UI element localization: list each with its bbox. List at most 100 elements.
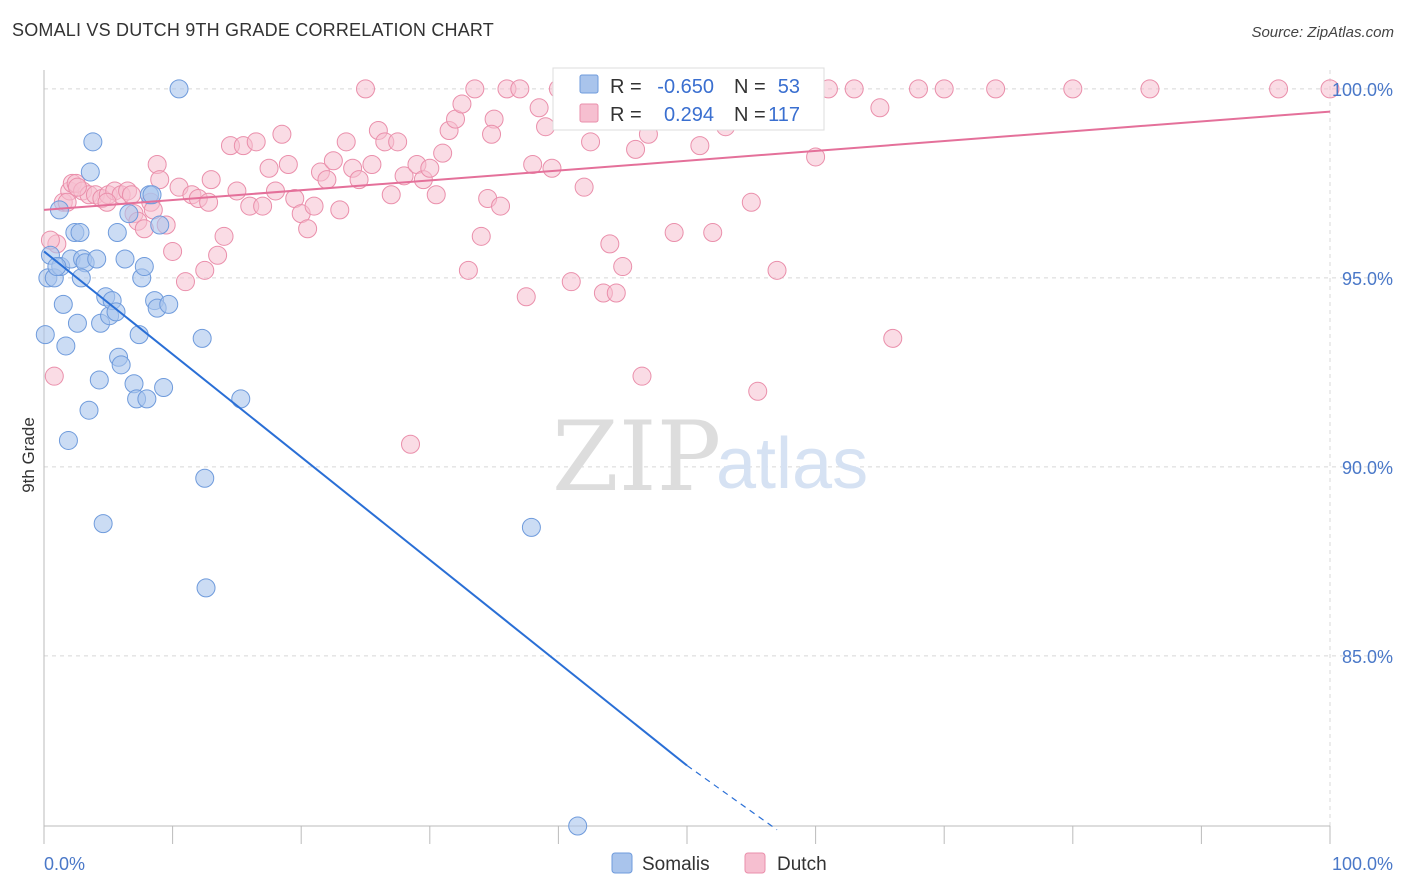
somali-point	[231, 389, 251, 409]
dutch-point	[741, 192, 761, 212]
dutch-point	[1320, 79, 1340, 99]
somali-point	[47, 257, 67, 277]
somali-point	[195, 468, 215, 488]
dutch-point	[394, 166, 414, 186]
somali-point	[80, 162, 100, 182]
dutch-point	[606, 283, 626, 303]
dutch-point	[632, 366, 652, 386]
x-tick-label-1: 100.0%	[1332, 854, 1393, 874]
dutch-point	[626, 139, 646, 159]
dutch-point	[471, 226, 491, 246]
dutch-point	[388, 132, 408, 152]
dutch-point	[542, 158, 562, 178]
dutch-point	[97, 192, 117, 212]
legend-n-label-2: N =	[734, 104, 766, 126]
dutch-point	[362, 155, 382, 174]
somali-trend-extension	[686, 765, 778, 831]
dutch-point	[175, 272, 195, 292]
x-tick-label-0: 0.0%	[44, 854, 85, 874]
dutch-point	[986, 79, 1006, 99]
somali-point	[53, 294, 73, 314]
dutch-point	[272, 124, 292, 144]
dutch-point	[748, 381, 768, 401]
dutch-point	[1269, 79, 1289, 99]
dutch-point	[426, 185, 446, 205]
dutch-point	[574, 177, 594, 197]
y-tick-label-1: 95.0%	[1342, 269, 1393, 289]
somali-trend-line	[43, 250, 688, 767]
somali-point	[521, 517, 541, 537]
somali-points	[35, 79, 588, 836]
somali-point	[87, 249, 107, 269]
somali-point	[119, 204, 139, 224]
dutch-point	[381, 185, 401, 205]
somali-point	[71, 268, 91, 288]
somali-point	[142, 185, 162, 205]
dutch-point	[44, 366, 64, 386]
somali-point	[134, 257, 154, 277]
dutch-point	[1063, 79, 1083, 99]
dutch-point	[67, 177, 87, 197]
bottom-legend-swatch-dutch	[744, 852, 766, 874]
dutch-point	[458, 260, 478, 280]
dutch-point	[246, 132, 266, 152]
bottom-legend-swatch-somalis	[611, 852, 633, 874]
dutch-point	[600, 234, 620, 254]
legend-n-label-1: N =	[734, 76, 766, 98]
dutch-point	[195, 260, 215, 280]
somali-point	[115, 249, 135, 269]
dutch-point	[253, 196, 273, 216]
dutch-point	[523, 155, 543, 174]
watermark-atlas: atlas	[716, 424, 868, 504]
dutch-point	[491, 196, 511, 216]
dutch-point	[121, 185, 141, 205]
x-tick-labels: 0.0% 100.0%	[44, 854, 1393, 874]
somali-point	[58, 430, 78, 450]
y-axis-label: 9th Grade	[19, 417, 38, 493]
somali-point	[150, 215, 170, 235]
dutch-point	[529, 98, 549, 118]
legend-r-label-2: R =	[610, 104, 642, 126]
somali-point	[106, 302, 126, 322]
dutch-point	[581, 132, 601, 152]
dutch-point	[208, 245, 228, 265]
dutch-point	[934, 79, 954, 99]
y-tick-label-3: 85.0%	[1342, 647, 1393, 667]
dutch-point	[150, 170, 170, 190]
bottom-legend-somalis: Somalis	[642, 854, 710, 875]
dutch-point	[452, 94, 472, 114]
somali-point	[137, 389, 157, 409]
legend-swatch-dutch	[579, 103, 599, 123]
dutch-point	[908, 79, 928, 99]
dutch-point	[163, 241, 183, 261]
dutch-points	[40, 79, 1340, 454]
dutch-point	[214, 226, 234, 246]
dutch-point	[401, 434, 421, 454]
legend-box: R = -0.650 N = 53 R = 0.294 N = 117	[552, 67, 825, 131]
somali-point	[67, 313, 87, 333]
legend-n-value-somalis: 53	[778, 76, 800, 98]
dutch-point	[536, 117, 556, 137]
somali-point	[154, 378, 174, 398]
dutch-point	[664, 223, 684, 243]
dutch-point	[323, 151, 343, 171]
watermark: ZIP atlas	[552, 401, 868, 513]
dutch-point	[356, 79, 375, 99]
dutch-point	[298, 219, 318, 239]
legend-n-value-dutch: 117	[768, 104, 800, 126]
dutch-trend-line	[43, 110, 1331, 211]
somali-point	[56, 336, 76, 356]
dutch-point	[330, 200, 350, 220]
dutch-point	[690, 136, 710, 156]
bottom-legend: Somalis Dutch	[611, 852, 827, 875]
dutch-point	[304, 196, 324, 216]
dutch-point	[703, 223, 723, 243]
dutch-point	[516, 287, 536, 307]
somali-point	[192, 328, 212, 348]
dutch-point	[317, 170, 337, 190]
dutch-point	[336, 132, 356, 152]
bottom-legend-dutch: Dutch	[777, 854, 827, 875]
somali-point	[70, 223, 90, 243]
dutch-point	[433, 143, 453, 163]
dutch-point	[1140, 79, 1160, 99]
